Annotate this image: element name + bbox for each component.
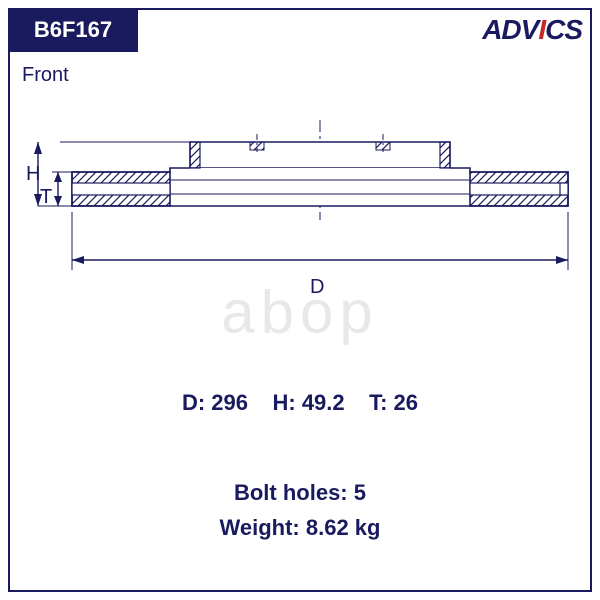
weight-line: Weight: 8.62 kg — [0, 515, 600, 541]
dimension-spec-line: D: 296 H: 49.2 T: 26 — [0, 390, 600, 416]
brand-logo: ADVICS — [482, 14, 582, 46]
brand-prefix: ADV — [482, 14, 538, 45]
dim-D-label: D — [310, 276, 324, 299]
spec-T: T: 26 — [369, 390, 418, 415]
weight-value: 8.62 kg — [306, 515, 381, 540]
spec-D: D: 296 — [182, 390, 248, 415]
part-number: B6F167 — [34, 17, 112, 43]
dim-T-label: T — [40, 186, 52, 209]
spec-H: H: 49.2 — [272, 390, 344, 415]
dim-H-label: H — [26, 163, 40, 186]
cross-section-diagram — [20, 120, 580, 350]
position-label: Front — [22, 64, 69, 87]
weight-label: Weight: — [220, 515, 300, 540]
brand-suffix: CS — [545, 14, 582, 45]
bolt-holes-line: Bolt holes: 5 — [0, 480, 600, 506]
bolt-holes-label: Bolt holes: — [234, 480, 348, 505]
bolt-holes-value: 5 — [354, 480, 366, 505]
part-number-box: B6F167 — [8, 8, 138, 52]
